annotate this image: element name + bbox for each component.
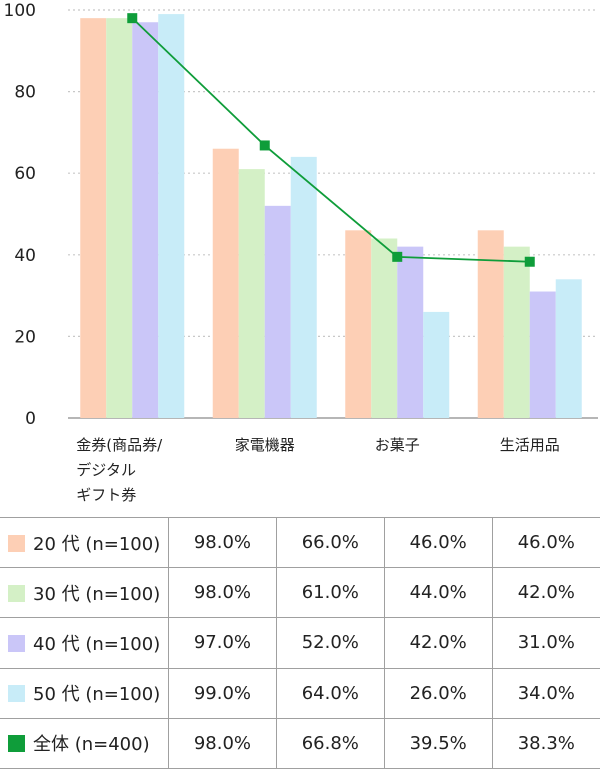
bar xyxy=(529,291,556,418)
line-series xyxy=(131,17,530,263)
line-point xyxy=(259,140,270,151)
category-label: デジタル xyxy=(76,461,136,479)
legend-swatch xyxy=(8,685,25,703)
value-cell: 42.0% xyxy=(383,617,493,669)
y-axis-ticks: 0 20 40 60 80 100 xyxy=(4,1,36,429)
series-label-cell: 50 代 (n=100) xyxy=(0,667,169,719)
bar xyxy=(503,246,530,418)
value-cell: 98.0% xyxy=(168,717,277,769)
series-name: 30 代 (n=100) xyxy=(33,583,161,605)
value-cell: 34.0% xyxy=(491,667,600,719)
category-label: ギフト券 xyxy=(76,486,136,504)
bar xyxy=(555,279,582,418)
value-cell: 61.0% xyxy=(275,567,385,619)
bar xyxy=(290,156,317,418)
table-row: 50 代 (n=100) 99.0% 64.0% 26.0% 34.0% xyxy=(0,667,600,719)
series-label-cell: 全体 (n=400) xyxy=(0,717,169,769)
legend-swatch xyxy=(8,735,25,753)
y-tick-label: 40 xyxy=(14,246,36,266)
category-label: お菓子 xyxy=(375,436,420,454)
value-cell: 97.0% xyxy=(168,617,277,669)
value-cell: 42.0% xyxy=(491,567,600,619)
value-cell: 26.0% xyxy=(383,667,493,719)
category-label: 金券(商品券/ xyxy=(76,436,163,454)
legend-swatch xyxy=(8,584,25,602)
series-name: 50 代 (n=100) xyxy=(33,684,161,706)
legend-swatch xyxy=(8,534,25,552)
y-tick-label: 20 xyxy=(14,327,36,347)
value-cell: 39.5% xyxy=(383,717,493,769)
category-label: 家電機器 xyxy=(235,436,295,454)
bars xyxy=(80,14,582,419)
bar xyxy=(423,311,450,418)
bar xyxy=(477,230,504,418)
series-name: 20 代 (n=100) xyxy=(33,533,161,555)
value-cell: 38.3% xyxy=(491,717,600,769)
value-cell: 64.0% xyxy=(275,667,385,719)
value-cell: 44.0% xyxy=(383,567,493,619)
bar xyxy=(397,246,424,418)
bar xyxy=(106,18,133,418)
bar xyxy=(238,169,265,418)
table-row: 全体 (n=400) 98.0% 66.8% 39.5% 38.3% xyxy=(0,717,600,769)
value-cell: 98.0% xyxy=(168,567,277,619)
y-tick-label: 100 xyxy=(4,1,36,21)
legend-swatch xyxy=(8,634,25,652)
series-label-cell: 20 代 (n=100) xyxy=(0,516,169,569)
series-label-cell: 40 代 (n=100) xyxy=(0,617,169,669)
bar xyxy=(371,238,398,418)
value-cell: 46.0% xyxy=(383,516,493,569)
table-row: 30 代 (n=100) 98.0% 61.0% 44.0% 42.0% xyxy=(0,567,600,619)
bar xyxy=(158,14,185,419)
data-table: 20 代 (n=100) 98.0% 66.0% 46.0% 46.0% 30 代 (n=… xyxy=(0,516,600,769)
bar xyxy=(212,148,239,418)
line-point xyxy=(127,13,138,24)
value-cell: 99.0% xyxy=(168,667,277,719)
value-cell: 66.8% xyxy=(275,717,385,769)
value-cell: 46.0% xyxy=(491,516,600,569)
category-label: 生活用品 xyxy=(500,436,560,454)
bar xyxy=(264,205,291,418)
series-label-cell: 30 代 (n=100) xyxy=(0,567,169,619)
value-cell: 31.0% xyxy=(491,617,600,669)
line-point xyxy=(392,251,403,262)
line-point xyxy=(524,256,535,267)
bar xyxy=(132,22,159,419)
total-line xyxy=(127,13,535,267)
series-name: 全体 (n=400) xyxy=(33,734,150,756)
value-cell: 66.0% xyxy=(275,516,385,569)
value-cell: 52.0% xyxy=(275,617,385,669)
bar xyxy=(80,18,107,418)
y-tick-label: 80 xyxy=(14,83,36,103)
y-tick-label: 0 xyxy=(25,409,36,429)
y-tick-label: 60 xyxy=(14,164,36,184)
table-row: 40 代 (n=100) 97.0% 52.0% 42.0% 31.0% xyxy=(0,617,600,669)
table-row: 20 代 (n=100) 98.0% 66.0% 46.0% 46.0% xyxy=(0,516,600,569)
bar xyxy=(345,230,372,418)
series-name: 40 代 (n=100) xyxy=(33,633,161,655)
value-cell: 98.0% xyxy=(168,516,277,569)
